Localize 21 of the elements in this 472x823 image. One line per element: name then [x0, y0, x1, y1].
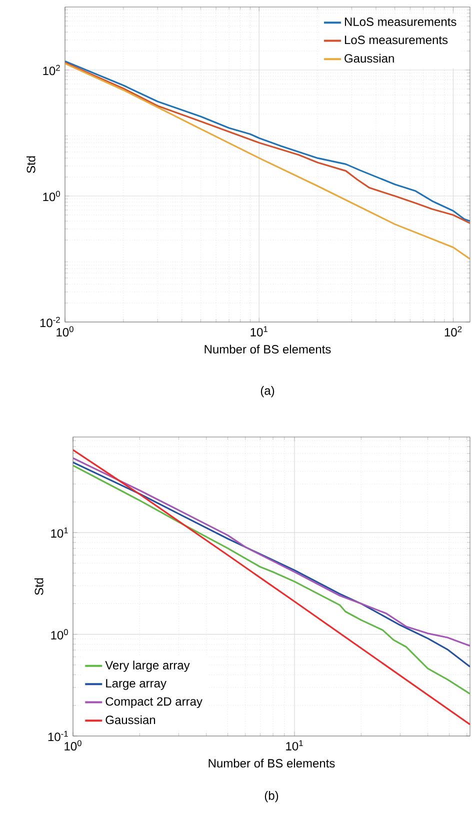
text: (a): [260, 386, 274, 398]
y-tick-label: 10$^{-1}$: [48, 730, 68, 742]
legend-label: LoS measurements: [344, 36, 448, 44]
legend-label: Gaussian: [106, 715, 156, 724]
x-tick-label: 10$^{1}$: [250, 326, 268, 336]
legend-label: Very large array: [105, 660, 190, 672]
y-axis-title: Std: [26, 156, 36, 173]
x-tick-label: 10$^{2}$: [444, 326, 462, 337]
x-axis-title: Number of BS elements: [208, 758, 335, 768]
legend-label: Compact 2D array: [106, 697, 202, 708]
x-axis-title: Number of BS elements: [204, 344, 331, 354]
legend-label: NLoS measurements: [344, 18, 456, 26]
y-tick-label: 10$^{-2}$: [40, 316, 60, 328]
legend-label: Large array: [106, 679, 166, 690]
y-tick-label: 10$^{0}$: [43, 190, 60, 202]
y-axis-title: Std: [34, 578, 44, 595]
y-tick-label: 10$^{2}$: [43, 64, 60, 76]
y-tick-label: 10$^{1}$: [51, 527, 68, 538]
legend-label: Gaussian: [344, 54, 394, 63]
text: (b): [264, 791, 278, 802]
y-tick-label: 10$^{0}$: [51, 629, 68, 640]
